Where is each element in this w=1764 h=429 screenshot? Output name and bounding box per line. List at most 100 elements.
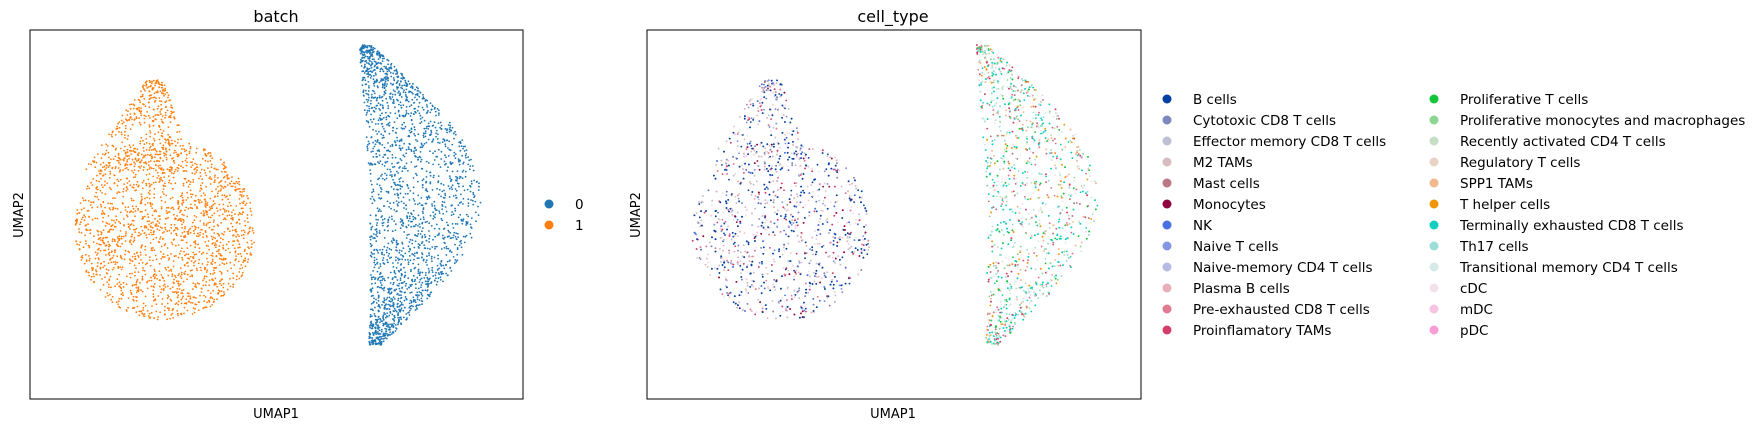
scatter-point bbox=[373, 249, 375, 252]
scatter-point bbox=[411, 283, 413, 286]
scatter-point bbox=[403, 142, 405, 145]
scatter-point bbox=[372, 309, 374, 312]
scatter-point bbox=[386, 312, 389, 315]
scatter-point bbox=[398, 144, 401, 147]
scatter-point bbox=[425, 196, 428, 199]
scatter-point bbox=[404, 296, 407, 298]
scatter-point bbox=[152, 289, 155, 292]
scatter-point bbox=[185, 253, 188, 256]
scatter-point bbox=[367, 81, 370, 83]
scatter-point bbox=[117, 122, 119, 125]
scatter-point bbox=[160, 108, 162, 111]
scatter-point bbox=[239, 212, 242, 215]
scatter-point bbox=[400, 272, 403, 275]
scatter-point bbox=[380, 96, 383, 99]
scatter-point bbox=[133, 165, 136, 168]
scatter-point bbox=[421, 252, 423, 254]
scatter-point bbox=[146, 310, 149, 312]
scatter-point bbox=[177, 282, 180, 285]
scatter-point bbox=[366, 145, 369, 148]
scatter-point bbox=[164, 201, 167, 204]
scatter-point bbox=[384, 161, 387, 164]
scatter-point bbox=[373, 47, 376, 50]
scatter-point bbox=[462, 185, 464, 188]
scatter-point bbox=[235, 180, 238, 183]
scatter-point bbox=[138, 117, 141, 119]
scatter-point bbox=[372, 78, 375, 81]
scatter-point bbox=[429, 111, 432, 114]
scatter-point bbox=[410, 220, 412, 223]
scatter-point bbox=[131, 118, 133, 121]
scatter-point bbox=[109, 173, 112, 175]
scatter-point bbox=[473, 195, 476, 197]
scatter-point bbox=[125, 232, 127, 235]
scatter-point bbox=[217, 185, 219, 188]
scatter-point bbox=[148, 90, 151, 93]
scatter-point bbox=[144, 273, 147, 276]
scatter-point bbox=[242, 261, 245, 264]
scatter-point bbox=[392, 77, 395, 79]
scatter-point bbox=[160, 118, 163, 121]
scatter-point bbox=[210, 166, 213, 169]
scatter-point bbox=[451, 223, 454, 225]
scatter-point bbox=[425, 272, 427, 274]
scatter-point bbox=[130, 243, 133, 246]
scatter-point bbox=[219, 189, 222, 192]
scatter-point bbox=[240, 207, 243, 210]
scatter-point bbox=[119, 306, 121, 309]
scatter-point bbox=[469, 185, 472, 188]
scatter-point bbox=[248, 247, 251, 250]
scatter-point bbox=[200, 291, 203, 293]
scatter-point bbox=[181, 204, 184, 206]
scatter-point bbox=[111, 268, 114, 271]
scatter-point bbox=[385, 249, 388, 252]
scatter-point bbox=[159, 157, 162, 160]
scatter-point bbox=[226, 184, 229, 186]
scatter-point bbox=[383, 217, 386, 220]
scatter-point bbox=[370, 251, 373, 254]
scatter-point bbox=[251, 227, 254, 230]
scatter-point bbox=[246, 214, 249, 216]
scatter-point bbox=[375, 67, 378, 69]
scatter-point bbox=[144, 203, 147, 206]
scatter-point bbox=[412, 198, 415, 200]
scatter-point bbox=[189, 189, 192, 192]
scatter-point bbox=[376, 270, 379, 273]
scatter-point bbox=[221, 170, 223, 173]
scatter-point bbox=[243, 260, 246, 262]
scatter-point bbox=[157, 175, 160, 177]
scatter-point bbox=[469, 190, 472, 193]
scatter-point bbox=[99, 267, 102, 270]
scatter-point bbox=[193, 200, 196, 202]
scatter-point bbox=[234, 229, 237, 232]
scatter-point bbox=[131, 186, 134, 189]
scatter-point bbox=[182, 184, 185, 187]
scatter-point bbox=[118, 281, 121, 284]
scatter-point bbox=[153, 108, 155, 111]
scatter-point bbox=[386, 160, 389, 163]
scatter-point bbox=[109, 275, 112, 278]
scatter-point bbox=[81, 197, 84, 199]
scatter-point bbox=[102, 283, 105, 286]
scatter-point bbox=[450, 214, 453, 217]
scatter-point bbox=[221, 163, 224, 166]
scatter-point bbox=[391, 324, 394, 327]
scatter-point bbox=[171, 286, 174, 288]
scatter-point bbox=[384, 111, 387, 114]
scatter-point bbox=[391, 230, 394, 233]
scatter-point bbox=[414, 283, 417, 286]
scatter-point bbox=[423, 142, 426, 145]
scatter-point bbox=[194, 200, 197, 202]
scatter-point bbox=[398, 318, 400, 321]
scatter-point bbox=[250, 239, 253, 242]
scatter-point bbox=[413, 113, 415, 116]
scatter-point bbox=[152, 175, 155, 178]
scatter-point bbox=[178, 284, 180, 287]
scatter-point bbox=[449, 149, 452, 152]
scatter-point bbox=[127, 168, 130, 171]
scatter-point bbox=[385, 251, 388, 254]
scatter-point bbox=[108, 164, 111, 167]
scatter-point bbox=[368, 57, 371, 60]
scatter-point bbox=[202, 233, 205, 235]
scatter-point bbox=[176, 288, 179, 290]
